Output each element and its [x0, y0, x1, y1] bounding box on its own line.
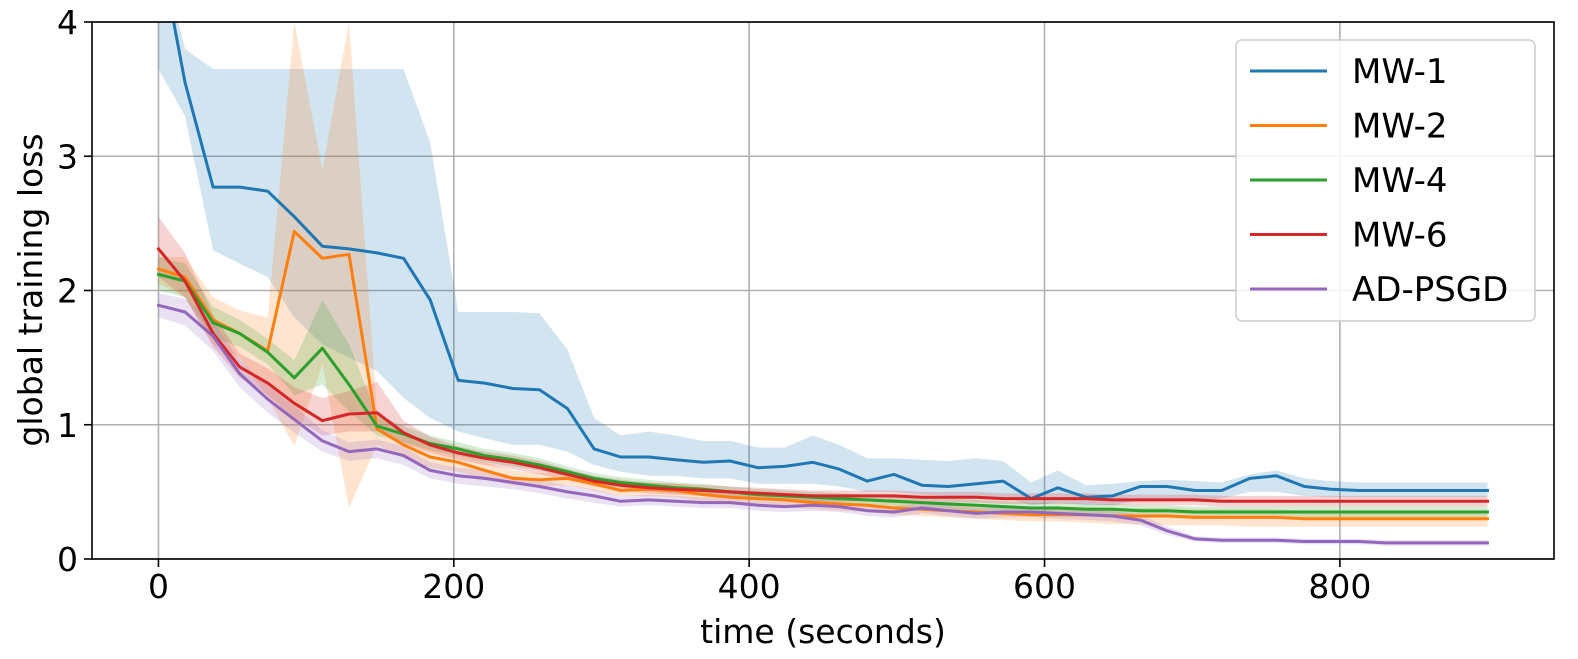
y-tick-label: 4 — [57, 3, 78, 42]
y-axis-ticks: 0 1 2 3 4 — [57, 3, 92, 579]
x-tick-label: 0 — [148, 567, 169, 606]
series-lines — [156, 22, 1489, 545]
legend-label-mw-4: MW-4 — [1352, 161, 1447, 201]
mw-4-line — [156, 272, 1489, 514]
y-tick-label: 1 — [57, 406, 78, 445]
mw-4-band — [158, 256, 1488, 518]
x-tick-label: 800 — [1308, 567, 1371, 606]
x-axis-label: time (seconds) — [700, 612, 946, 651]
mw-2-band — [158, 22, 1488, 527]
mw-6-line — [156, 246, 1489, 503]
ad-psgd-band — [158, 293, 1488, 546]
legend: MW-1 MW-2 MW-4 MW-6 AD-PSGD — [1235, 39, 1536, 322]
legend-label-mw-2: MW-2 — [1352, 107, 1447, 147]
y-tick-label: 3 — [57, 137, 78, 176]
x-tick-label: 400 — [718, 567, 781, 606]
y-tick-label: 2 — [57, 272, 78, 311]
x-axis-ticks: 0 200 400 600 800 — [148, 559, 1371, 606]
x-tick-label: 600 — [1013, 567, 1076, 606]
legend-label-ad-psgd: AD-PSGD — [1352, 270, 1508, 310]
mw-2-line — [156, 229, 1489, 521]
legend-box — [1235, 39, 1536, 322]
legend-label-mw-1: MW-1 — [1352, 52, 1447, 92]
y-tick-label: 0 — [57, 540, 78, 579]
legend-label-mw-6: MW-6 — [1352, 216, 1447, 256]
y-axis-label: global training loss — [11, 133, 50, 446]
ad-psgd-line — [156, 303, 1489, 545]
x-tick-label: 200 — [422, 567, 485, 606]
mw-1-line — [172, 22, 1489, 501]
